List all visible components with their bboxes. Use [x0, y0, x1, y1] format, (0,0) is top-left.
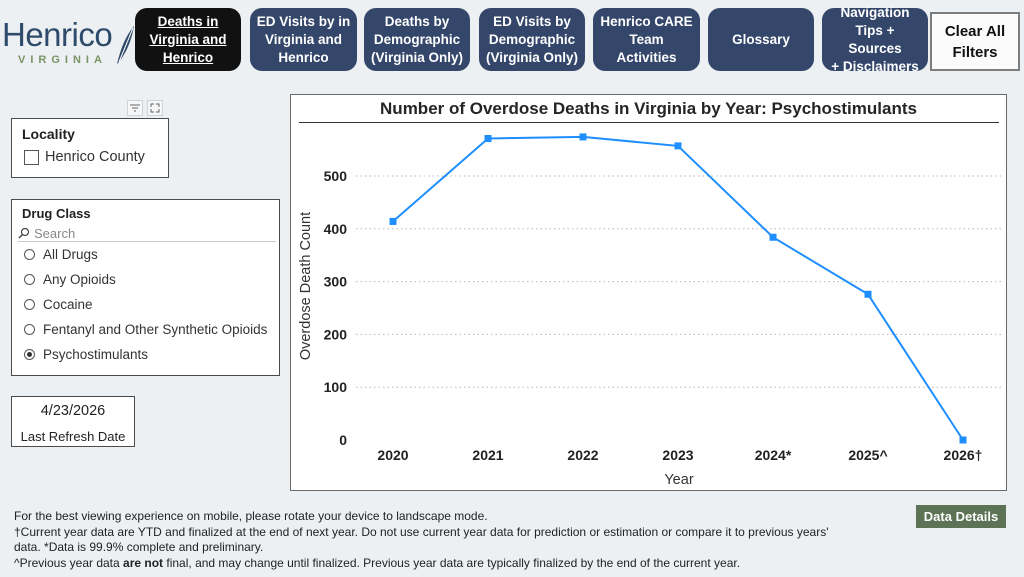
- x-tick-label: 2020: [377, 447, 408, 463]
- x-tick-label: 2026†: [944, 447, 983, 463]
- nav-deaths-demographic[interactable]: Deaths by Demographic (Virginia Only): [364, 8, 470, 71]
- y-tick-label: 0: [339, 432, 347, 448]
- chart-title: Number of Overdose Deaths in Virginia by…: [380, 99, 917, 118]
- nav-care-team[interactable]: Henrico CARE Team Activities: [593, 8, 700, 71]
- drug-option-label: Cocaine: [43, 297, 93, 312]
- last-refresh-card: 4/23/2026 Last Refresh Date: [11, 396, 135, 447]
- logo-wordmark: Henrico: [2, 16, 113, 53]
- x-tick-label: 2022: [567, 447, 598, 463]
- y-tick-label: 500: [324, 168, 348, 184]
- checkbox[interactable]: [24, 149, 39, 165]
- drug-option-label: All Drugs: [43, 247, 98, 262]
- drug-option-fentanyl[interactable]: Fentanyl and Other Synthetic Opioids: [24, 322, 267, 337]
- data-details-button[interactable]: Data Details: [916, 505, 1006, 528]
- drug-option-psychostimulants[interactable]: Psychostimulants: [24, 347, 148, 362]
- x-tick-label: 2021: [472, 447, 503, 463]
- radio-button[interactable]: [24, 249, 35, 260]
- radio-button[interactable]: [24, 274, 35, 285]
- search-icon: [18, 227, 30, 239]
- drug-class-title: Drug Class: [22, 206, 91, 221]
- y-tick-label: 200: [324, 326, 348, 342]
- footer-ytd-note: †Current year data are YTD and finalized…: [14, 524, 829, 539]
- footer-previous-year-note: ^Previous year data are not final, and m…: [14, 556, 894, 572]
- locality-title: Locality: [22, 126, 75, 142]
- y-axis-title: Overdose Death Count: [298, 212, 314, 360]
- focus-mode-icon[interactable]: [147, 100, 163, 116]
- data-point: [674, 142, 682, 150]
- radio-button-selected[interactable]: [24, 349, 35, 360]
- data-point: [769, 233, 777, 241]
- radio-button[interactable]: [24, 299, 35, 310]
- nav-navigation-tips[interactable]: Navigation Tips + Sources + Disclaimers: [822, 5, 928, 74]
- last-refresh-date: 4/23/2026: [40, 403, 106, 419]
- drug-class-slicer: Drug Class Search All Drugs Any Opioids …: [11, 199, 280, 376]
- footer-note-part: final, and may change until finalized. P…: [163, 555, 741, 570]
- x-tick-label: 2024*: [755, 447, 792, 463]
- overdose-deaths-chart: Number of Overdose Deaths in Virginia by…: [290, 94, 1007, 491]
- drug-option-label: Any Opioids: [43, 272, 116, 287]
- data-point: [864, 290, 872, 298]
- nav-ed-visits[interactable]: ED Visits by in Virginia and Henrico: [250, 8, 357, 71]
- x-tick-label: 2023: [662, 447, 693, 463]
- drug-option-label: Psychostimulants: [43, 347, 149, 362]
- drug-option-any-opioids[interactable]: Any Opioids: [24, 272, 116, 287]
- drug-option-cocaine[interactable]: Cocaine: [24, 297, 93, 312]
- footer-preliminary-note: data. *Data is 99.9% complete and prelim…: [14, 540, 264, 554]
- data-point: [579, 133, 587, 141]
- nav-ed-demographic[interactable]: ED Visits by Demographic (Virginia Only): [479, 8, 585, 71]
- filter-icon[interactable]: [127, 100, 143, 116]
- y-tick-label: 300: [324, 274, 348, 290]
- line-chart-svg: 0 100 200 300 400 500 2020 2021 2022 2023 2024* 202…: [298, 133, 1001, 488]
- series-line: [392, 135, 964, 441]
- locality-option-label: Henrico County: [45, 149, 145, 165]
- data-point: [959, 436, 967, 444]
- clear-all-filters-button[interactable]: Clear All Filters: [930, 12, 1020, 71]
- last-refresh-label: Last Refresh Date: [20, 429, 126, 444]
- henrico-logo: Henrico VIRGINIA: [2, 10, 134, 68]
- y-tick-label: 100: [324, 379, 348, 395]
- locality-option-henrico[interactable]: Henrico County: [24, 149, 145, 165]
- footer-note-part: ^Previous year data: [14, 555, 124, 570]
- drug-class-search-input[interactable]: Search: [18, 225, 276, 242]
- footer-notes: For the best viewing experience on mobil…: [14, 509, 894, 571]
- logo-subtitle: VIRGINIA: [18, 54, 107, 66]
- nav-deaths-va-henrico[interactable]: Deaths in Virginia and Henrico: [135, 8, 241, 71]
- y-tick-label: 400: [324, 221, 348, 237]
- footer-mobile-note: For the best viewing experience on mobil…: [14, 509, 488, 523]
- feather-icon: [117, 26, 134, 64]
- slicer-header-icons: [127, 100, 167, 116]
- x-axis-title: Year: [664, 472, 693, 488]
- x-tick-label: 2025^: [848, 447, 887, 463]
- drug-option-label: Fentanyl and Other Synthetic Opioids: [43, 322, 268, 337]
- data-point: [484, 135, 492, 143]
- radio-button[interactable]: [24, 324, 35, 335]
- data-point: [389, 217, 397, 225]
- drug-option-all-drugs[interactable]: All Drugs: [24, 247, 98, 262]
- locality-slicer: Locality Henrico County: [11, 118, 169, 178]
- footer-note-emphasis: are not: [123, 555, 164, 570]
- search-placeholder: Search: [34, 225, 76, 241]
- nav-glossary[interactable]: Glossary: [708, 8, 814, 71]
- title-divider: [299, 122, 999, 123]
